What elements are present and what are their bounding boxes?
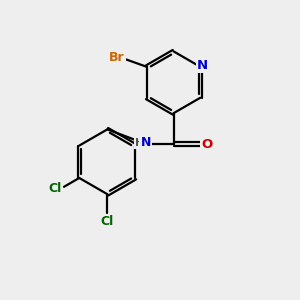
Text: Cl: Cl <box>48 182 61 195</box>
Text: O: O <box>201 138 212 151</box>
Text: H: H <box>135 138 145 148</box>
Text: Cl: Cl <box>101 215 114 228</box>
Text: N: N <box>197 59 208 72</box>
Text: N: N <box>140 136 151 149</box>
Text: Br: Br <box>109 52 124 64</box>
